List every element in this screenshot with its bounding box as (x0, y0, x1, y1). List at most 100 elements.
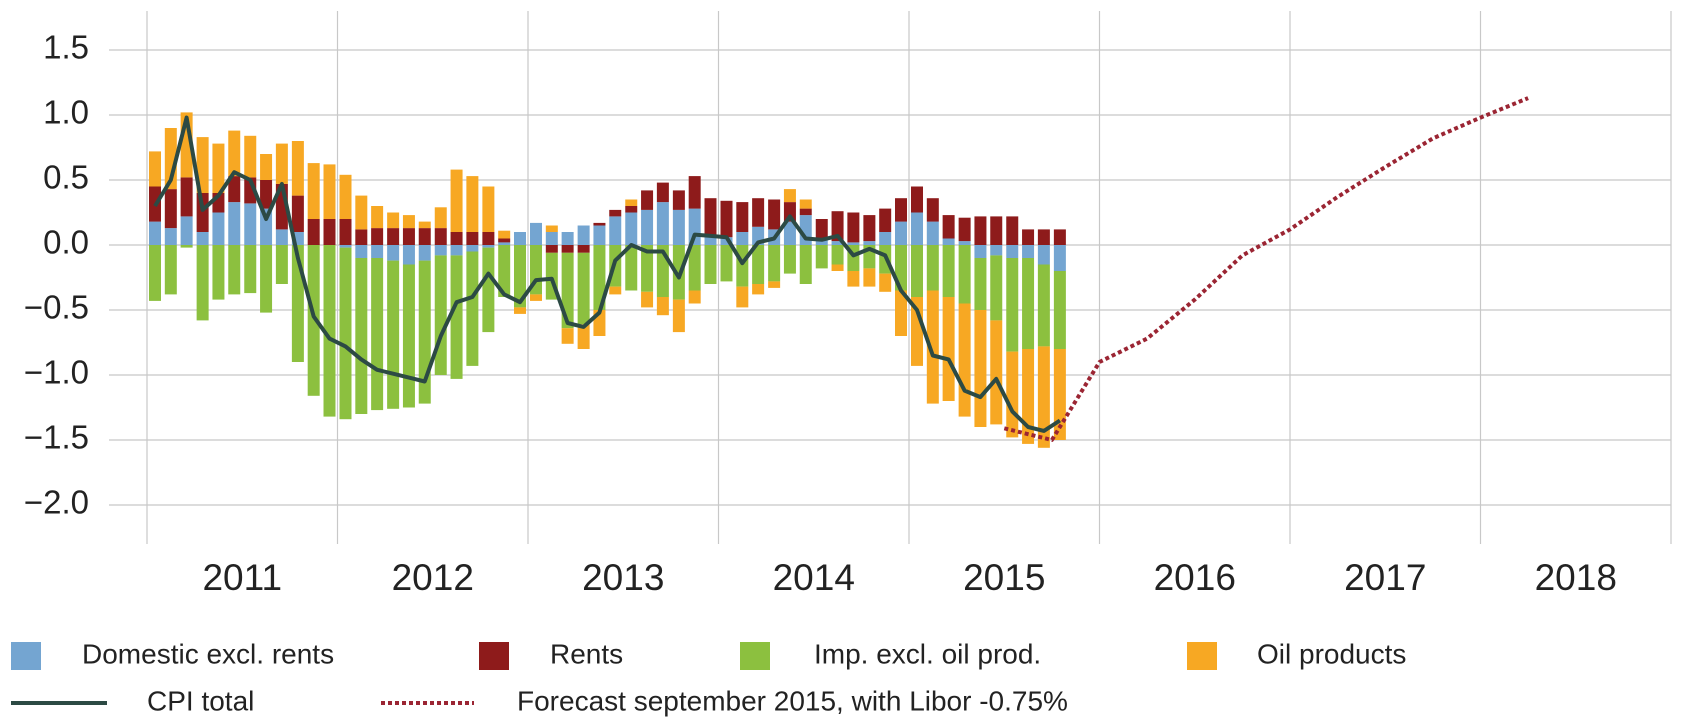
bar-segment (863, 215, 876, 242)
bar-segment (911, 212, 924, 245)
bar-segment (371, 228, 384, 245)
bar-segment (656, 297, 669, 316)
bar-segment (339, 247, 352, 420)
bar-segment (641, 190, 654, 210)
bar-segment (958, 241, 971, 245)
y-tick-label: 0.5 (43, 159, 89, 196)
bar-segment (990, 216, 1003, 245)
cpi-line (153, 115, 1061, 433)
bar-segment (704, 198, 717, 238)
bar-segment (974, 216, 987, 245)
bar-segment (561, 245, 574, 253)
y-tick-label: −0.5 (24, 289, 89, 326)
bar-segment (958, 217, 971, 242)
bar-segment (863, 241, 876, 245)
bar-segment (641, 209, 654, 245)
bar-segment (228, 130, 241, 177)
bar-segment (736, 202, 749, 232)
bar-segment (926, 245, 939, 291)
bar-segment (879, 208, 892, 232)
bar-segment (498, 242, 511, 245)
bar-segment (1006, 245, 1019, 258)
bar-segment (180, 245, 193, 248)
y-tick-label: 1.5 (43, 29, 89, 66)
legend-label: Domestic excl. rents (82, 638, 334, 669)
bar-segment (1037, 264, 1050, 347)
bar-segment (1037, 346, 1050, 448)
legend-swatch (11, 642, 41, 670)
bar-segment (672, 209, 685, 245)
bar-segment (577, 225, 590, 245)
bar-segment (593, 222, 606, 226)
bar-segment (260, 154, 273, 180)
bar-segment (164, 245, 177, 295)
bar-segment (450, 245, 463, 256)
bar-segment (688, 176, 701, 209)
bar-segment (831, 241, 844, 245)
bar-segment (831, 245, 844, 265)
legend-label: Forecast september 2015, with Libor -0.7… (517, 685, 1068, 716)
bar-segment (577, 324, 590, 349)
bar-segment (894, 290, 907, 336)
bar-segment (736, 232, 749, 245)
bar-segment (783, 202, 796, 222)
bar-segment (244, 203, 257, 245)
bar-segment (831, 264, 844, 271)
bar-segment (847, 271, 860, 287)
bar-segment (720, 245, 733, 282)
bar-segment (196, 137, 209, 193)
bar-segment (355, 229, 368, 245)
bar-segment (894, 198, 907, 222)
bar-segment (513, 307, 526, 314)
bar-segment (291, 141, 304, 196)
x-tick-label: 2015 (963, 557, 1045, 598)
bar-segment (641, 291, 654, 308)
bar-segment (577, 252, 590, 325)
bar-segment (1022, 258, 1035, 349)
bar-segment (355, 245, 368, 258)
bar-segment (149, 221, 162, 245)
bar-segment (688, 245, 701, 291)
bar-segment (434, 207, 447, 229)
bar-segment (513, 245, 526, 308)
bar-segment (418, 245, 431, 261)
bar-segment (799, 199, 812, 209)
bar-segment (1006, 216, 1019, 245)
bar-segment (926, 290, 939, 404)
bar-segment (212, 245, 225, 300)
bar-segment (339, 245, 352, 248)
bar-segment (371, 206, 384, 229)
x-tick-label: 2016 (1154, 557, 1236, 598)
legend-swatch (740, 642, 770, 670)
x-tick-label: 2014 (773, 557, 855, 598)
bar-segment (196, 245, 209, 321)
bar-segment (942, 215, 955, 239)
bar-segment (1053, 229, 1066, 245)
bar-segment (593, 225, 606, 245)
bar-segment (275, 245, 288, 284)
x-tick-label: 2011 (202, 557, 282, 598)
bar-segment (466, 245, 479, 252)
bar-segment (402, 264, 415, 408)
bar-segment (402, 245, 415, 265)
bar-segment (577, 245, 590, 253)
bar-segment (355, 195, 368, 230)
bar-segment (561, 232, 574, 245)
bar-segment (545, 225, 558, 232)
bar-segment (275, 143, 288, 184)
bar-segment (498, 245, 511, 297)
bar-segment (450, 169, 463, 232)
bar-segment (545, 232, 558, 245)
bar-segment (720, 200, 733, 238)
bar-segment (482, 245, 495, 248)
bar-segment (180, 216, 193, 245)
bar-segment (736, 286, 749, 308)
bar-segment (212, 143, 225, 193)
bar-segment (530, 294, 543, 301)
legend-label: Rents (550, 638, 623, 669)
bar-segment (228, 202, 241, 245)
bar-segment (418, 228, 431, 245)
bar-segment (149, 245, 162, 301)
bar-segment (974, 245, 987, 258)
bar-segment (307, 219, 320, 245)
